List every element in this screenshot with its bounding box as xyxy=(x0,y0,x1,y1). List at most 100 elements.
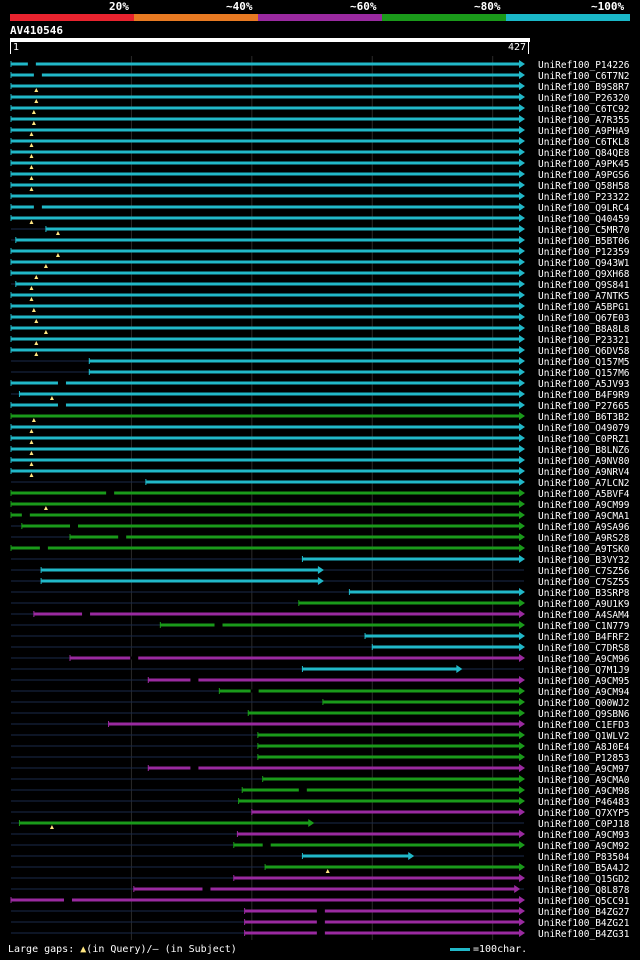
hit-label: UniRef100_P27665 xyxy=(538,401,630,412)
hit-label: UniRef100_A9CM98 xyxy=(538,786,630,797)
query-gap-marker xyxy=(29,132,34,136)
hit-arrow xyxy=(317,577,324,585)
hit-label: UniRef100_A4SAM4 xyxy=(538,610,630,621)
hit-label: UniRef100_A9TSK0 xyxy=(538,544,630,555)
query-gap-marker xyxy=(29,451,34,455)
hit-arrow xyxy=(519,357,525,365)
hit-arrow xyxy=(519,544,525,552)
query-title: AV410546 xyxy=(10,24,63,37)
hit-arrow xyxy=(519,93,525,101)
query-gap-marker xyxy=(31,110,36,114)
hit-arrow xyxy=(519,555,525,563)
hit-label: UniRef100_C5MR70 xyxy=(538,225,630,236)
hit-label: UniRef100_A5BPG1 xyxy=(538,302,630,313)
hit-arrow xyxy=(519,291,525,299)
scale-segment xyxy=(258,14,382,21)
hit-arrow xyxy=(519,533,525,541)
hit-label: UniRef100_B8LNZ6 xyxy=(538,445,630,456)
scale-segment xyxy=(506,14,630,21)
hit-label: UniRef100_B3VY32 xyxy=(538,555,630,566)
hit-label: UniRef100_C7SZ55 xyxy=(538,577,630,588)
hit-arrow xyxy=(519,709,525,717)
hit-label: UniRef100_A9PHA9 xyxy=(538,126,630,137)
hit-label: UniRef100_B5BT06 xyxy=(538,236,630,247)
hit-label: UniRef100_Q9XH68 xyxy=(538,269,630,280)
hit-arrow xyxy=(308,819,315,827)
hit-arrow xyxy=(519,687,525,695)
hit-arrow xyxy=(519,467,525,475)
hit-arrow xyxy=(519,346,525,354)
query-gap-marker xyxy=(29,462,34,466)
hit-label: UniRef100_B9S8R7 xyxy=(538,82,630,93)
scale-label: ~80% xyxy=(474,0,501,13)
hit-arrow xyxy=(519,225,525,233)
hit-label: UniRef100_C6T7N2 xyxy=(538,71,630,82)
hit-arrow xyxy=(519,698,525,706)
hit-label: UniRef100_B6T3B2 xyxy=(538,412,630,423)
hit-arrow xyxy=(519,896,525,904)
query-start-coordinate: 1 xyxy=(10,42,19,54)
hit-arrow xyxy=(519,335,525,343)
hit-arrow xyxy=(519,621,525,629)
hit-label: UniRef100_Q7XYP5 xyxy=(538,808,630,819)
scale-segment xyxy=(10,14,134,21)
hit-label: UniRef100_B4ZG31 xyxy=(538,929,630,940)
hit-arrow xyxy=(519,654,525,662)
hit-label: UniRef100_P23322 xyxy=(538,192,630,203)
query-gap-marker xyxy=(29,440,34,444)
hit-label: UniRef100_Q9S841 xyxy=(538,280,630,291)
hit-label: UniRef100_P23321 xyxy=(538,335,630,346)
scale-label: ~100% xyxy=(591,0,625,13)
hit-arrow xyxy=(519,170,525,178)
hit-label: UniRef100_A9CM99 xyxy=(538,500,630,511)
hit-arrow xyxy=(519,830,525,838)
hit-label: UniRef100_Q40459 xyxy=(538,214,630,225)
hit-arrow xyxy=(519,500,525,508)
hit-arrow xyxy=(519,522,525,530)
hit-arrow xyxy=(519,764,525,772)
hit-arrow xyxy=(519,632,525,640)
hit-label: UniRef100_B3SRP8 xyxy=(538,588,630,599)
hit-arrow xyxy=(519,874,525,882)
scale-label: ~60% xyxy=(350,0,377,13)
query-sequence-bar xyxy=(10,38,530,42)
query-gap-marker xyxy=(31,121,36,125)
hit-label: UniRef100_Q8L878 xyxy=(538,885,630,896)
hit-label: UniRef100_Q00WJ2 xyxy=(538,698,630,709)
hit-arrow xyxy=(519,489,525,497)
query-gap-marker xyxy=(325,869,330,873)
scale-segment xyxy=(382,14,506,21)
hit-label: UniRef100_B4FRF2 xyxy=(538,632,630,643)
hit-arrow xyxy=(519,863,525,871)
hit-arrow xyxy=(519,60,525,68)
hit-label: UniRef100_P83504 xyxy=(538,852,630,863)
hit-label: UniRef100_P14226 xyxy=(538,60,630,71)
hit-arrow xyxy=(519,203,525,211)
hit-arrow xyxy=(519,456,525,464)
hit-label: UniRef100_C7DRS8 xyxy=(538,643,630,654)
hit-label: UniRef100_A9CM93 xyxy=(538,830,630,841)
hit-arrow xyxy=(519,280,525,288)
hit-arrow xyxy=(519,434,525,442)
hit-label: UniRef100_A9CMA1 xyxy=(538,511,630,522)
hit-label: UniRef100_A7R355 xyxy=(538,115,630,126)
hit-arrow xyxy=(519,511,525,519)
query-gap-marker xyxy=(34,275,39,279)
query-gap-marker xyxy=(29,297,34,301)
hit-label: UniRef100_C0PJ18 xyxy=(538,819,630,830)
hit-label: UniRef100_Q67E03 xyxy=(538,313,630,324)
hit-label: UniRef100_C7SZ56 xyxy=(538,566,630,577)
hit-label: UniRef100_A9SA96 xyxy=(538,522,630,533)
hit-arrow xyxy=(519,907,525,915)
query-gap-marker xyxy=(29,429,34,433)
hit-label: UniRef100_B8A8L8 xyxy=(538,324,630,335)
hit-label: UniRef100_A9U1K9 xyxy=(538,599,630,610)
hit-arrow xyxy=(519,247,525,255)
query-gap-marker xyxy=(34,88,39,92)
hit-label: UniRef100_C0PRZ1 xyxy=(538,434,630,445)
hit-label: UniRef100_A9CM97 xyxy=(538,764,630,775)
identity-scale-labels: 20% ~40% ~60% ~80% ~100% xyxy=(0,0,640,14)
hit-label: UniRef100_A9NV80 xyxy=(538,456,630,467)
query-gap-marker xyxy=(29,165,34,169)
hit-label: UniRef100_B4ZG27 xyxy=(538,907,630,918)
